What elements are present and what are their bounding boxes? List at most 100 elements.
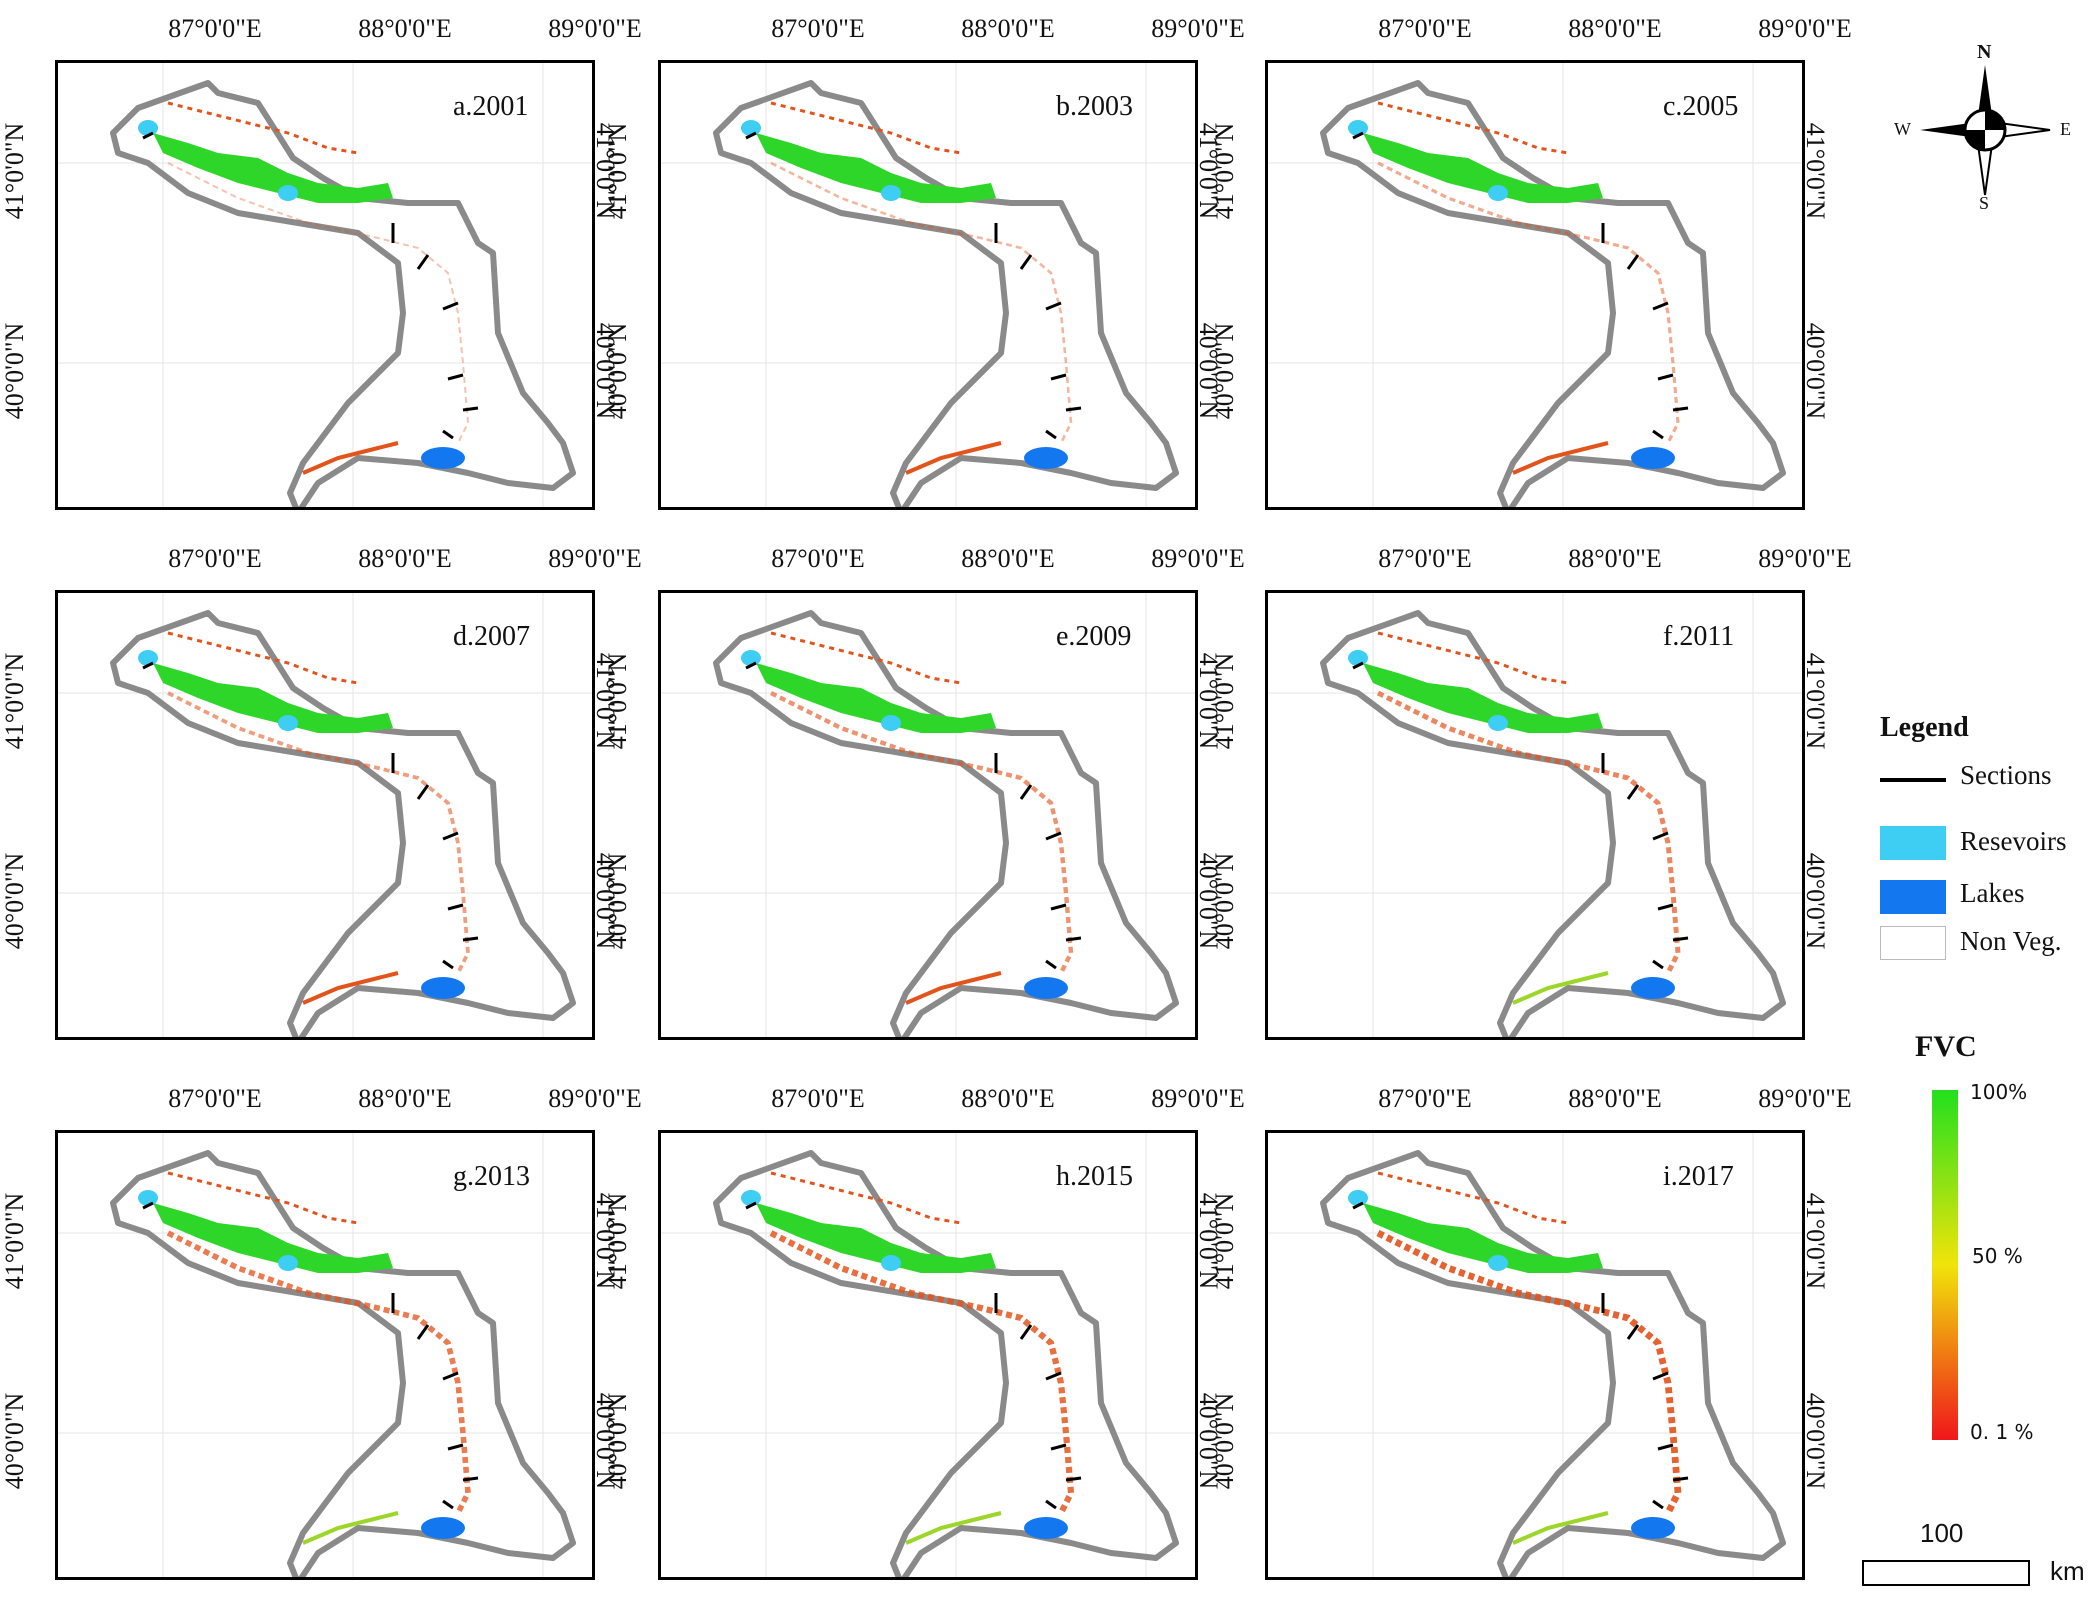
lon-label: 87°0'0"E — [1378, 544, 1472, 573]
lon-label: 88°0'0"E — [1568, 544, 1662, 573]
lon-label: 87°0'0"E — [168, 14, 262, 43]
vegetation-upper — [756, 1203, 996, 1273]
vegetation-north-strip — [770, 101, 962, 155]
map-panel-f: f.2011 — [1265, 590, 1805, 1040]
legend-nonveg-swatch — [1880, 926, 1946, 960]
reservoir — [1488, 715, 1508, 731]
vegetation-lower-river — [1377, 161, 1680, 444]
vegetation-south — [905, 441, 1002, 475]
fvc-tick-high: 100% — [1970, 1080, 2028, 1104]
section-marker — [1652, 301, 1669, 311]
reservoir — [1348, 650, 1368, 666]
lat-label-left: 41°0'0"N — [603, 1192, 633, 1290]
lake — [1024, 1517, 1068, 1539]
lon-label: 87°0'0"E — [771, 544, 865, 573]
section-marker — [447, 373, 464, 381]
vegetation-south — [1512, 441, 1609, 475]
panel-year-label: c.2005 — [1663, 91, 1739, 122]
section-marker — [1045, 429, 1057, 440]
section-marker — [442, 1499, 454, 1510]
legend-lakes-swatch — [1880, 880, 1946, 914]
lon-label: 88°0'0"E — [1568, 1084, 1662, 1113]
section-marker — [1045, 1499, 1057, 1510]
map-panel-d: d.2007 — [55, 590, 595, 1040]
lon-label: 87°0'0"E — [168, 1084, 262, 1113]
section-marker — [1626, 784, 1640, 800]
lon-label: 87°0'0"E — [1378, 14, 1472, 43]
lat-label-right: 40°0'0"N — [1801, 1392, 1831, 1490]
lake — [421, 977, 465, 999]
legend-lakes-label: Lakes — [1960, 878, 2025, 908]
lat-label-left: 41°0'0"N — [1210, 122, 1240, 220]
lon-label: 88°0'0"E — [358, 1084, 452, 1113]
vegetation-south — [302, 971, 399, 1005]
section-marker — [1045, 301, 1062, 311]
section-marker — [462, 936, 479, 942]
section-marker — [1352, 661, 1364, 670]
section-marker — [1050, 903, 1067, 911]
fvc-title: FVC — [1915, 1030, 1977, 1063]
map-canvas — [1268, 63, 1802, 507]
lake — [1024, 977, 1068, 999]
vegetation-upper — [756, 133, 996, 203]
map-canvas — [1268, 593, 1802, 1037]
map-canvas — [58, 63, 592, 507]
vegetation-upper — [1363, 663, 1603, 733]
section-marker — [442, 301, 459, 311]
lat-label-right: 41°0'0"N — [1801, 1192, 1831, 1290]
vegetation-south — [302, 441, 399, 475]
vegetation-south — [1512, 971, 1609, 1005]
reservoir — [138, 1190, 158, 1206]
map-panel-a: a.2001 — [55, 60, 595, 510]
lat-label-left: 40°0'0"N — [603, 852, 633, 950]
section-marker — [142, 661, 154, 670]
lon-label: 88°0'0"E — [961, 1084, 1055, 1113]
reservoir — [278, 715, 298, 731]
lon-label: 89°0'0"E — [1151, 14, 1245, 43]
section-marker — [1652, 831, 1669, 841]
section-marker — [745, 1201, 757, 1210]
vegetation-north-strip — [1377, 101, 1569, 155]
lon-label: 89°0'0"E — [548, 1084, 642, 1113]
map-canvas — [1268, 1133, 1802, 1577]
lat-label-left: 40°0'0"N — [603, 1392, 633, 1490]
map-panel-b: b.2003 — [658, 60, 1198, 510]
reservoir — [881, 715, 901, 731]
lat-label-left: 40°0'0"N — [603, 322, 633, 420]
vegetation-north-strip — [167, 631, 359, 685]
fvc-color-ramp — [1932, 1090, 1958, 1440]
legend-reservoirs-label: Resevoirs — [1960, 826, 2067, 856]
lat-label-right: 41°0'0"N — [1801, 122, 1831, 220]
lat-label-right: 41°0'0"N — [1801, 652, 1831, 750]
vegetation-upper — [756, 663, 996, 733]
section-marker — [1065, 406, 1082, 412]
map-canvas — [58, 1133, 592, 1577]
lon-label: 88°0'0"E — [358, 544, 452, 573]
reservoir — [1488, 1255, 1508, 1271]
section-marker — [1672, 406, 1689, 412]
section-marker — [1045, 831, 1062, 841]
section-marker — [442, 429, 454, 440]
vegetation-lower-river — [167, 162, 470, 444]
section-marker — [1657, 1443, 1674, 1451]
compass-w: W — [1894, 119, 1911, 139]
section-marker — [142, 131, 154, 140]
vegetation-upper — [153, 1203, 393, 1273]
section-marker — [1652, 429, 1664, 440]
reservoir — [741, 650, 761, 666]
vegetation-lower-river — [769, 1230, 1075, 1515]
fvc-tick-mid: 50 % — [1972, 1244, 2023, 1268]
section-marker — [416, 784, 430, 800]
reservoir — [138, 650, 158, 666]
lat-label-left: 40°0'0"N — [1210, 852, 1240, 950]
lake — [421, 447, 465, 469]
lon-label: 89°0'0"E — [548, 14, 642, 43]
vegetation-north-strip — [1377, 631, 1569, 685]
lon-label: 87°0'0"E — [771, 14, 865, 43]
lon-label: 87°0'0"E — [168, 544, 262, 573]
panel-year-label: h.2015 — [1056, 1161, 1133, 1192]
reservoir — [1348, 120, 1368, 136]
scale-unit: km — [2050, 1556, 2085, 1586]
lon-label: 88°0'0"E — [1568, 14, 1662, 43]
vegetation-upper — [153, 663, 393, 733]
